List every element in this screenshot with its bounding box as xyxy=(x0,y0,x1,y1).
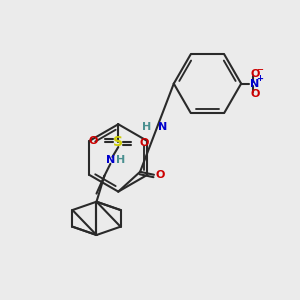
Text: O: O xyxy=(156,170,165,180)
Text: O: O xyxy=(139,138,148,148)
Text: H: H xyxy=(142,122,151,132)
Text: −: − xyxy=(256,65,263,74)
Text: +: + xyxy=(256,74,263,83)
Text: O: O xyxy=(88,136,98,146)
Text: N: N xyxy=(106,155,115,165)
Text: N: N xyxy=(158,122,167,132)
Text: O: O xyxy=(250,88,260,98)
Text: S: S xyxy=(113,135,123,149)
Text: O: O xyxy=(250,69,260,79)
Text: H: H xyxy=(116,155,125,165)
Text: N: N xyxy=(250,79,259,88)
